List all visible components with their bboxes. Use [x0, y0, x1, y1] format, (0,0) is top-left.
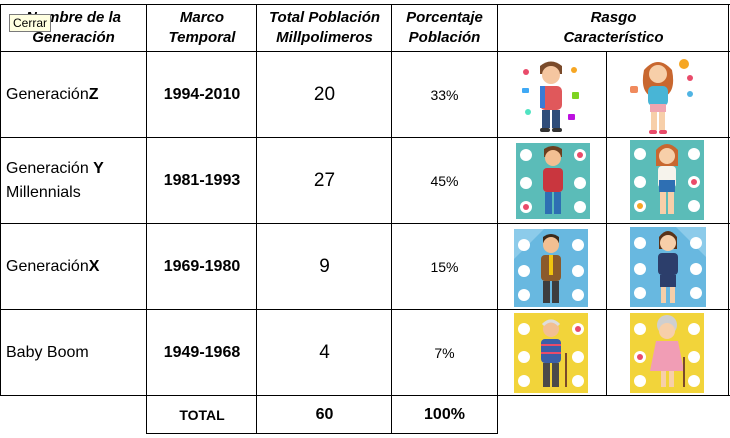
grid-line	[0, 4, 1, 396]
header-total: Total Población Millpolimeros	[268, 9, 381, 46]
grid-line	[728, 4, 729, 396]
totals-percent: 100%	[424, 406, 465, 423]
grid-line	[0, 395, 730, 396]
genx-man-illustration	[514, 229, 588, 307]
row-name-genx: Generación X	[0, 224, 147, 310]
row-percent: 45%	[430, 173, 459, 189]
name-letter: Z	[88, 86, 99, 103]
grid-line	[0, 137, 730, 138]
genz-girl-illustration	[624, 56, 698, 136]
name-suffix: Millennials	[6, 184, 81, 201]
grid-line	[146, 4, 147, 434]
header-trait: Rasgo Característico	[563, 9, 664, 46]
totals-total: 60	[315, 406, 334, 423]
grid-line	[0, 223, 730, 224]
name-prefix: Generación	[6, 86, 89, 103]
babyboom-woman-illustration	[630, 313, 704, 393]
row-name-geny: Generación Y Millennials	[0, 138, 147, 224]
close-tooltip[interactable]: Cerrar	[9, 14, 52, 32]
row-period: 1981-1993	[163, 172, 241, 189]
grid-line	[497, 4, 498, 434]
header-percent: Porcentaje Población	[406, 9, 483, 46]
row-percent: 33%	[430, 87, 459, 103]
row-name-genz: Generación Z	[0, 52, 147, 138]
name-letter: X	[88, 258, 100, 275]
genx-woman-illustration	[630, 227, 706, 307]
grid-line	[391, 4, 392, 434]
grid-line	[146, 433, 498, 434]
genz-boy-illustration	[518, 58, 584, 134]
grid-line	[0, 309, 730, 310]
grid-line	[606, 52, 607, 396]
row-total: 4	[319, 342, 330, 363]
row-percent: 15%	[430, 259, 459, 275]
name-prefix: Generación	[6, 258, 89, 275]
name-prefix: Baby Boom	[6, 344, 89, 361]
row-period: 1969-1980	[163, 258, 241, 275]
name-prefix: Generación	[6, 160, 94, 177]
row-total: 9	[319, 256, 330, 277]
row-total: 27	[313, 170, 336, 191]
row-percent: 7%	[434, 345, 455, 361]
geny-woman-illustration	[630, 140, 704, 220]
header-period: Marco Temporal	[168, 9, 236, 46]
totals-label: TOTAL	[179, 407, 225, 423]
row-name-babyboom: Baby Boom	[0, 310, 147, 396]
name-letter: Y	[93, 160, 104, 177]
babyboom-man-illustration	[514, 313, 588, 393]
row-period: 1994-2010	[163, 86, 241, 103]
geny-man-illustration	[516, 143, 590, 219]
grid-line	[0, 4, 730, 5]
row-total: 20	[313, 84, 336, 105]
grid-line	[0, 51, 730, 52]
grid-line	[256, 4, 257, 434]
row-period: 1949-1968	[163, 344, 241, 361]
